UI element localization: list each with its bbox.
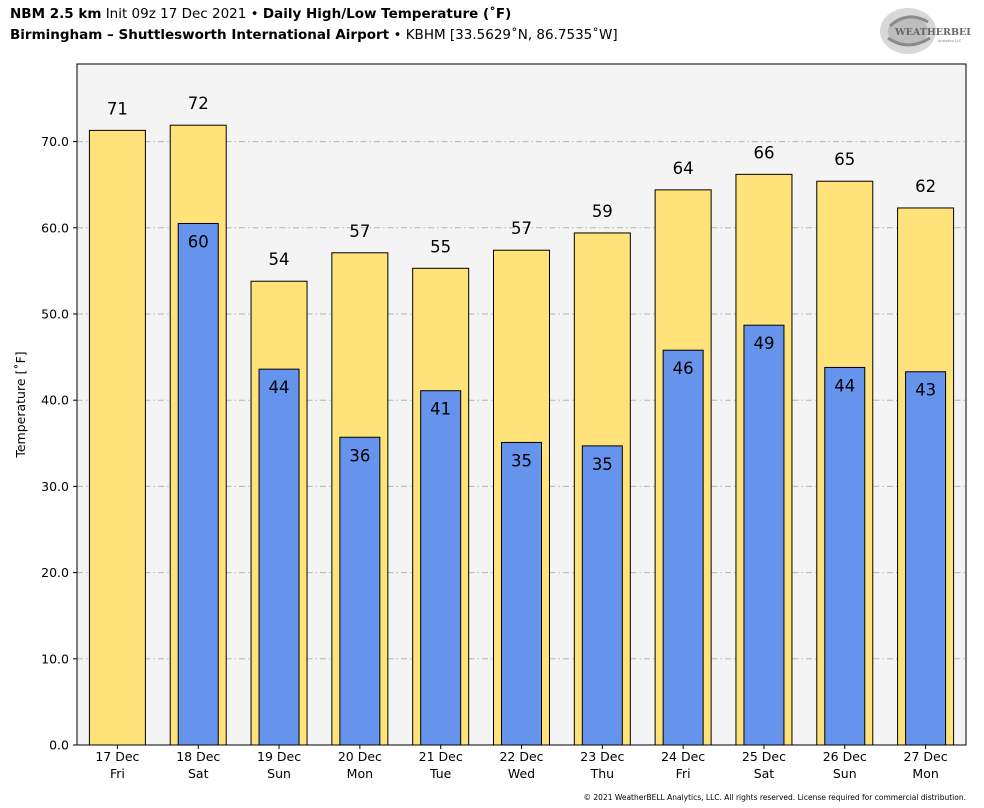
x-tick-date: 26 Dec (823, 749, 867, 764)
y-tick-label: 60.0 (41, 220, 69, 235)
x-tick-date: 17 Dec (95, 749, 139, 764)
low-bar (743, 324, 785, 746)
header-line-2: Birmingham – Shuttlesworth International… (10, 27, 618, 43)
high-value-label: 62 (915, 177, 936, 196)
y-tick-label: 20.0 (41, 565, 69, 580)
low-value-label: 44 (834, 376, 855, 395)
low-bar (501, 441, 542, 746)
x-tick-day: Mon (912, 766, 938, 781)
x-tick-date: 23 Dec (580, 749, 624, 764)
low-bar (824, 366, 866, 746)
low-bar (420, 390, 462, 746)
x-tick-day: Tue (429, 766, 452, 781)
high-value-label: 57 (349, 222, 370, 241)
high-value-label: 66 (753, 143, 774, 162)
high-value-label: 72 (188, 94, 209, 113)
high-value-label: 54 (269, 250, 290, 269)
low-bar (177, 222, 219, 746)
x-tick-date: 27 Dec (904, 749, 948, 764)
low-bar (662, 349, 704, 746)
logo-subtext: Analytics LLC (938, 39, 962, 43)
x-tick-day: Fri (110, 766, 125, 781)
high-value-label: 57 (511, 219, 532, 238)
y-axis-label: Temperature [˚F] (13, 351, 28, 458)
low-temperature-series (177, 222, 947, 746)
low-value-label: 46 (673, 359, 694, 378)
y-tick-label: 30.0 (41, 479, 69, 494)
separator: • (393, 27, 402, 43)
x-tick-date: 19 Dec (257, 749, 301, 764)
low-value-label: 49 (753, 334, 774, 353)
high-value-label: 59 (592, 202, 613, 221)
x-tick-date: 22 Dec (499, 749, 543, 764)
low-bar (905, 371, 947, 746)
init-time: Init 09z 17 Dec 2021 (105, 6, 247, 22)
y-axis: 0.0 10.0 20.0 30.0 40.0 50.0 60.0 70.0 (41, 134, 77, 753)
weatherbell-logo: WEATHERBELL Analytics LLC (876, 4, 980, 62)
location-name: Birmingham – Shuttlesworth International… (10, 27, 390, 43)
low-bar (258, 368, 300, 746)
low-value-label: 36 (349, 446, 370, 465)
y-tick-label: 50.0 (41, 306, 69, 321)
x-tick-date: 20 Dec (338, 749, 382, 764)
low-value-label: 41 (430, 400, 451, 419)
low-value-label: 35 (511, 451, 532, 470)
x-tick-day: Sat (754, 766, 775, 781)
x-tick-date: 24 Dec (661, 749, 705, 764)
data-labels: 71 72 54 57 55 57 59 64 66 65 62 60 44 36 41 35 35 46 49 44… (107, 94, 936, 474)
low-bar (581, 445, 623, 746)
x-tick-day: Thu (590, 766, 614, 781)
logo-text: WEATHERBELL (894, 27, 971, 38)
low-bar (339, 436, 381, 746)
x-tick-date: 21 Dec (419, 749, 463, 764)
separator: • (250, 6, 259, 22)
low-value-label: 60 (188, 232, 209, 251)
x-axis: 17 Dec Fri 18 Dec Sat 19 Dec Sun 20 Dec Mon 21 D… (95, 745, 948, 781)
product-title: Daily High/Low Temperature (˚F) (262, 6, 512, 22)
station-info: KBHM [33.5629˚N, 86.7535˚W] (405, 27, 618, 43)
x-tick-day: Sun (833, 766, 857, 781)
x-tick-date: 25 Dec (742, 749, 786, 764)
high-bar (88, 129, 146, 746)
x-tick-day: Fri (676, 766, 691, 781)
x-tick-day: Sat (188, 766, 209, 781)
y-tick-label: 40.0 (41, 393, 69, 408)
low-value-label: 44 (269, 378, 290, 397)
x-tick-day: Wed (508, 766, 535, 781)
low-value-label: 35 (592, 455, 613, 474)
high-value-label: 65 (834, 150, 855, 169)
copyright-notice: © 2021 WeatherBELL Analytics, LLC. All r… (583, 793, 966, 802)
x-tick-day: Sun (267, 766, 291, 781)
y-tick-label: 0.0 (49, 738, 69, 753)
x-tick-date: 18 Dec (176, 749, 220, 764)
header-line-1: NBM 2.5 km Init 09z 17 Dec 2021 • Daily … (10, 6, 511, 22)
y-tick-label: 70.0 (41, 134, 69, 149)
low-value-label: 43 (915, 381, 936, 400)
x-tick-day: Mon (347, 766, 373, 781)
y-tick-label: 10.0 (41, 651, 69, 666)
high-value-label: 64 (673, 159, 694, 178)
model-name: NBM 2.5 km (10, 6, 102, 22)
high-value-label: 71 (107, 99, 128, 118)
high-value-label: 55 (430, 237, 451, 256)
